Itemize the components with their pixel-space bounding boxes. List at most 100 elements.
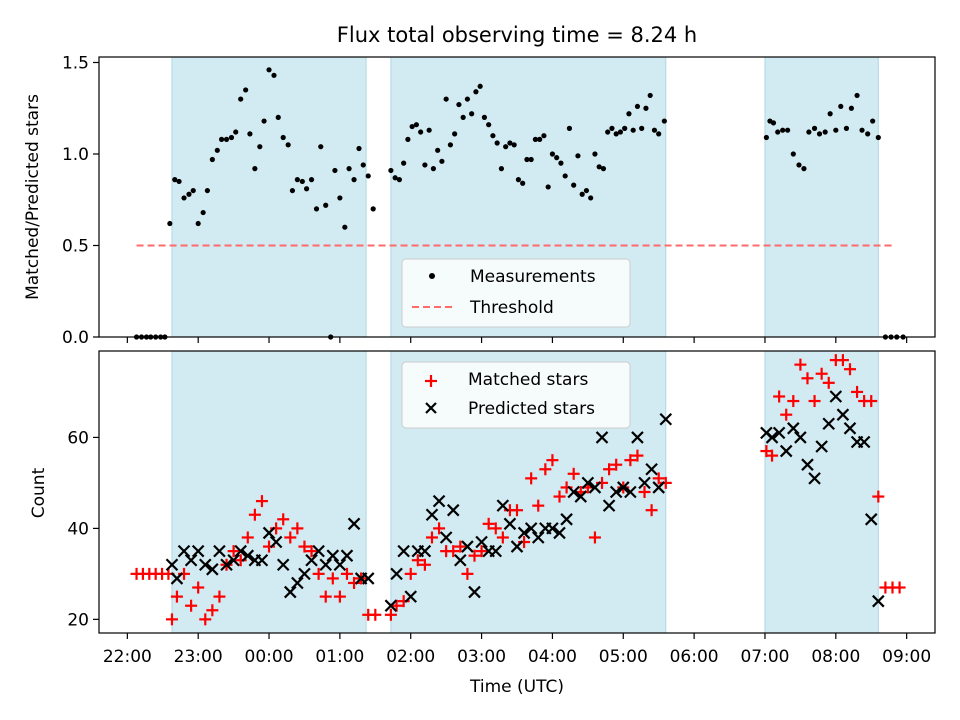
predicted-star-point — [631, 431, 644, 444]
measurement-point — [634, 103, 641, 110]
measurement-point — [456, 101, 462, 108]
matched-star-point — [872, 490, 885, 503]
measurement-point — [473, 89, 479, 95]
predicted-star-point — [305, 553, 318, 567]
predicted-star-point — [517, 526, 531, 540]
predicted-star-point-b — [822, 417, 836, 431]
measurement-point — [181, 195, 187, 201]
predicted-star-point — [574, 490, 588, 503]
predicted-star-point-b — [397, 544, 410, 558]
predicted-star-point — [177, 544, 191, 558]
predicted-star-point-b — [779, 444, 793, 458]
predicted-star-point-b — [213, 544, 226, 558]
measurement-point — [588, 195, 594, 201]
predicted-star-point-b — [815, 440, 828, 453]
predicted-star-point — [425, 508, 439, 522]
predicted-star-point-b — [496, 499, 510, 512]
measurement-point — [271, 72, 277, 78]
matched-star-point — [384, 608, 397, 621]
predicted-star-point — [602, 499, 616, 512]
y-tick-label: 40 — [67, 519, 89, 539]
predicted-star-point — [843, 422, 857, 435]
predicted-star-point — [546, 522, 559, 535]
predicted-star-point-b — [857, 435, 871, 449]
predicted-star-point-b — [384, 599, 398, 612]
predicted-star-point-b — [503, 517, 517, 531]
matched-star-point — [489, 522, 502, 535]
matched-star-point — [454, 540, 467, 553]
predicted-star-point-b — [319, 558, 332, 572]
predicted-star-point — [772, 426, 786, 440]
measurement-point — [218, 136, 225, 142]
matched-star-point — [468, 549, 481, 562]
top-legend: Measurements Threshold — [401, 258, 631, 328]
matched-star-point — [425, 531, 438, 544]
matched-star-point — [843, 363, 856, 376]
y-tick-label: 60 — [67, 428, 89, 448]
x-tick-label: 02:00 — [386, 647, 435, 667]
legend-predicted-marker — [425, 402, 437, 414]
predicted-star-point — [652, 481, 665, 494]
matched-star-point — [433, 522, 446, 535]
top-x-ticks — [126, 337, 908, 343]
measurement-point — [332, 167, 338, 174]
predicted-star-point-b — [390, 567, 403, 581]
predicted-star-point — [531, 531, 545, 544]
predicted-star-point-b — [312, 544, 325, 558]
predicted-star-point-b — [560, 513, 573, 526]
measurement-point — [266, 67, 272, 73]
predicted-star-point — [340, 549, 354, 562]
measurement-point — [524, 156, 530, 163]
predicted-star-point — [333, 558, 347, 572]
measurement-point — [435, 147, 441, 153]
predicted-star-point — [765, 431, 779, 444]
predicted-star-point — [390, 567, 403, 581]
x-tick-label: 00:00 — [245, 647, 294, 667]
measurement-point — [477, 83, 483, 89]
predicted-star-point-b — [177, 544, 191, 558]
x-tick-label: 03:00 — [457, 647, 506, 667]
measurement-point — [763, 134, 769, 141]
predicted-star-point-b — [595, 431, 609, 444]
legend-measurements-marker — [429, 273, 435, 279]
matched-star-point — [404, 567, 417, 580]
predicted-star-point — [284, 585, 297, 599]
measurement-point — [439, 158, 445, 164]
measurement-point — [452, 131, 458, 137]
predicted-star-point-b — [425, 508, 439, 522]
measurement-point — [532, 136, 539, 142]
x-tick-label: 23:00 — [174, 647, 223, 667]
measurement-point — [176, 178, 182, 185]
predicted-star-point-b — [298, 567, 311, 581]
predicted-star-point-b — [829, 390, 843, 403]
matched-star-point — [340, 567, 353, 580]
measurement-point — [228, 134, 235, 141]
predicted-star-point-b — [517, 526, 531, 540]
measurement-point — [481, 114, 488, 120]
measurement-point — [413, 122, 419, 128]
measurement-point — [365, 173, 371, 179]
measurement-point — [443, 96, 449, 102]
matched-star-point — [603, 463, 616, 476]
measurement-point — [342, 224, 348, 230]
predicted-star-point — [857, 435, 871, 449]
matched-star-point — [610, 458, 623, 471]
matched-star-point — [390, 599, 403, 612]
predicted-star-point-b — [241, 549, 255, 562]
predicted-star-point-b — [227, 553, 240, 567]
predicted-star-point-b — [567, 485, 580, 499]
measurement-point — [223, 136, 230, 142]
predicted-star-point-b — [609, 485, 623, 499]
legend-threshold-label: Threshold — [469, 298, 554, 318]
matched-star-point — [369, 608, 382, 621]
top-y-axis-label: Matched/Predicted stars — [23, 94, 43, 300]
measurement-point — [257, 144, 263, 150]
measurement-point — [558, 160, 564, 166]
predicted-star-point-b — [843, 422, 857, 435]
legend-predicted-label: Predicted stars — [468, 399, 595, 419]
predicted-star-point — [361, 572, 375, 585]
predicted-star-point — [836, 408, 850, 421]
measurement-point — [511, 142, 517, 148]
measurement-point — [405, 136, 411, 142]
measurement-point — [299, 178, 305, 185]
